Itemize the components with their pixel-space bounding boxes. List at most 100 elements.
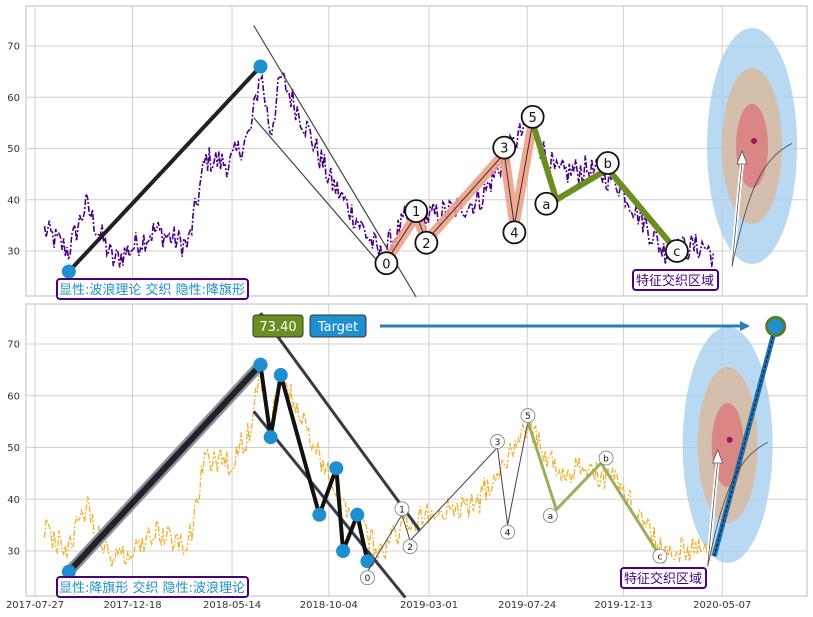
wave-point-2-label: 2 bbox=[407, 543, 413, 553]
y-tick-label: 70 bbox=[7, 340, 20, 351]
bottom-waves: 0 1 2 3 4 5 a b c bbox=[359, 408, 668, 586]
wave-point-5-label: 5 bbox=[529, 111, 537, 126]
x-tick-label: 2017-12-18 bbox=[103, 600, 161, 611]
flag-dot bbox=[336, 544, 351, 558]
bottom-price-series bbox=[43, 369, 714, 568]
wave-point-0-marker bbox=[359, 570, 375, 586]
channel-line bbox=[259, 312, 421, 532]
target-label: Target bbox=[317, 320, 358, 335]
y-tick-label: 60 bbox=[7, 93, 20, 104]
zone-center-dot bbox=[726, 436, 733, 443]
y-tick-label: 40 bbox=[7, 495, 20, 506]
y-tick-label: 70 bbox=[7, 42, 20, 53]
top-price-series bbox=[43, 69, 715, 268]
trend-dot bbox=[61, 264, 76, 279]
bottom-zone-label: 特征交织区域 bbox=[624, 571, 702, 587]
top-plot-area bbox=[25, 5, 808, 297]
wave-point-5-marker bbox=[520, 104, 545, 129]
target-value: 73.40 bbox=[259, 320, 296, 335]
bottom-target-zone bbox=[682, 326, 773, 563]
wave-point-0-label: 0 bbox=[365, 574, 371, 584]
target-projection bbox=[711, 325, 779, 557]
channel-line bbox=[252, 410, 407, 599]
wave-point-3-marker bbox=[489, 434, 505, 449]
zone-inner-ellipse bbox=[711, 402, 744, 487]
target-dot bbox=[765, 315, 787, 337]
top-target-zone bbox=[707, 27, 798, 264]
y-tick-label: 30 bbox=[7, 247, 20, 258]
target-label-box: Target bbox=[309, 314, 367, 338]
impulse-line bbox=[367, 421, 529, 572]
wave-point-4-label: 4 bbox=[505, 529, 511, 539]
wave-point-b-label: b bbox=[603, 455, 609, 465]
wave-point-b-marker bbox=[598, 450, 614, 466]
zone-arrow-head bbox=[736, 149, 748, 165]
impulse-line bbox=[385, 122, 534, 262]
x-tick-label: 2017-07-27 bbox=[6, 600, 64, 611]
wave-point-4-marker bbox=[500, 524, 516, 540]
zone-curve bbox=[707, 441, 768, 567]
flag-dot bbox=[360, 554, 375, 569]
x-tick-label: 2019-12-13 bbox=[594, 600, 652, 611]
channel-line bbox=[253, 117, 387, 272]
y-tick-label: 50 bbox=[7, 443, 20, 454]
wave-point-3-marker bbox=[492, 135, 517, 160]
bottom-channel bbox=[252, 312, 421, 599]
flag-dot bbox=[273, 368, 288, 383]
wave-point-1-marker bbox=[404, 199, 429, 224]
wave-point-3-label: 3 bbox=[500, 142, 508, 157]
top-waves: 0 1 2 3 4 5 a b c bbox=[374, 104, 689, 276]
price-line bbox=[43, 69, 715, 268]
zone-arrow-head bbox=[712, 448, 724, 464]
top-y-ticks: 30 40 50 60 70 bbox=[7, 42, 20, 258]
top-bottom-label-box: 显性:波浪理论 交织 隐性:降旗形 bbox=[56, 278, 249, 300]
wave-point-1-label: 1 bbox=[399, 505, 405, 515]
y-tick-label: 50 bbox=[7, 144, 20, 155]
trend-line bbox=[67, 65, 262, 273]
wave-point-c-label: c bbox=[673, 245, 680, 260]
wave-point-3-label: 3 bbox=[495, 438, 501, 448]
y-tick-label: 30 bbox=[7, 547, 20, 558]
x-tick-label: 2018-05-14 bbox=[203, 600, 261, 611]
x-tick-label: 2020-05-07 bbox=[693, 600, 751, 611]
wave-point-5-label: 5 bbox=[525, 412, 531, 422]
flag-dot bbox=[350, 507, 365, 522]
flag-dot bbox=[312, 507, 327, 522]
bottom-bottom-label: 显性:降旗形 交织 隐性:波浪理论 bbox=[59, 580, 245, 596]
correction-line bbox=[529, 121, 680, 253]
wave-point-c-marker bbox=[652, 548, 668, 564]
correction-line bbox=[526, 421, 662, 557]
flag-dot bbox=[329, 461, 344, 476]
wave-point-a-label: a bbox=[542, 198, 550, 213]
top-zone-label: 特征交织区域 bbox=[636, 273, 714, 289]
trend-dot bbox=[61, 564, 76, 579]
price-line bbox=[43, 369, 714, 568]
wave-point-2-marker bbox=[414, 230, 439, 255]
wave-point-5-marker bbox=[520, 408, 536, 424]
bottom-zone-arrow bbox=[705, 441, 768, 567]
wave-point-a-marker bbox=[542, 508, 558, 524]
top-zone-arrow bbox=[730, 143, 793, 267]
trend-line bbox=[66, 362, 263, 574]
y-tick-label: 40 bbox=[7, 195, 20, 206]
bottom-grid bbox=[26, 304, 807, 596]
top-panel: 30 40 50 60 70 0 1 2 3 4 5 a b c 显性:波浪理论 交织 隐性:降旗形 特… bbox=[7, 5, 808, 300]
bottom-x-ticks: 2017-07-27 2017-12-18 2018-05-14 2018-10-04… bbox=[6, 600, 751, 611]
y-tick-label: 60 bbox=[7, 391, 20, 402]
target-value-box: 73.40 bbox=[252, 314, 304, 338]
wave-point-2-label: 2 bbox=[422, 237, 430, 252]
top-bottom-label: 显性:波浪理论 交织 隐性:降旗形 bbox=[59, 282, 245, 298]
wave-point-c-label: c bbox=[657, 553, 662, 563]
wave-point-1-label: 1 bbox=[412, 205, 420, 220]
zone-curve bbox=[731, 143, 793, 267]
bottom-zone-label-box: 特征交织区域 bbox=[620, 567, 707, 589]
wave-point-1-marker bbox=[394, 501, 410, 517]
wave-point-b-marker bbox=[595, 151, 620, 175]
zone-arrow-outline bbox=[731, 162, 743, 267]
x-tick-label: 2019-07-24 bbox=[498, 600, 556, 611]
zone-center-dot bbox=[751, 137, 758, 144]
wave-point-0-marker bbox=[374, 251, 399, 276]
bottom-target-line bbox=[711, 315, 787, 557]
wave-point-0-label: 0 bbox=[382, 257, 390, 272]
